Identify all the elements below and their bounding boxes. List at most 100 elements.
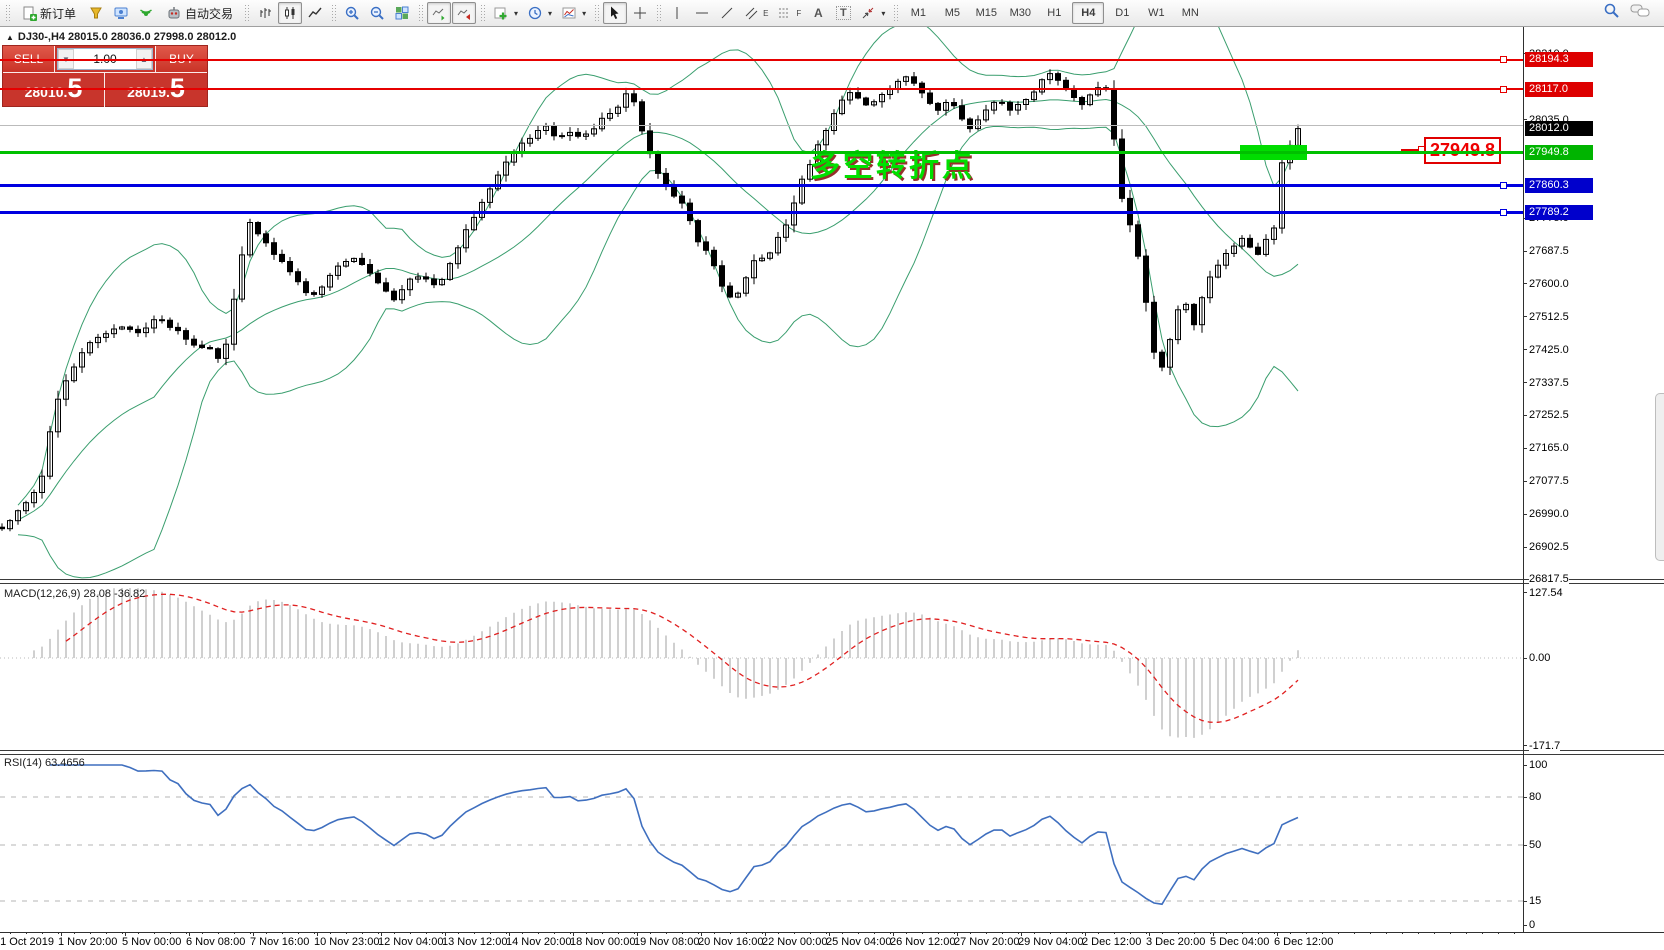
level-line-27789.2[interactable] (0, 211, 1523, 215)
text-label-button[interactable]: T (831, 2, 855, 24)
time-tick-minor (10, 932, 11, 934)
market-button[interactable] (84, 2, 108, 24)
rsi-tick-label: 15 (1529, 895, 1542, 907)
timeframe-button-h4[interactable]: H4 (1072, 2, 1105, 24)
level-handle[interactable] (1500, 182, 1507, 190)
timeframe-button-w1[interactable]: W1 (1148, 7, 1165, 19)
time-tick-minor (458, 932, 459, 934)
time-tick-minor (26, 932, 27, 934)
autotrade-button[interactable]: 自动交易 (159, 2, 240, 24)
time-tick-minor (1050, 932, 1051, 934)
toolbar-grip[interactable] (893, 4, 899, 22)
chart-annotation-text[interactable]: 多空转折点 (810, 150, 975, 183)
toolbar-grip[interactable] (594, 4, 600, 22)
toolbar-grip[interactable] (244, 4, 250, 22)
time-tick-minor (1242, 932, 1243, 934)
collapse-triangle-icon[interactable]: ▲ (6, 33, 14, 42)
templates-button[interactable] (557, 2, 590, 24)
new-order-icon (21, 5, 37, 21)
time-tick-minor (1066, 932, 1067, 934)
time-tick-minor (1466, 932, 1467, 934)
chat-icon[interactable] (1630, 3, 1650, 24)
time-tick-minor (730, 932, 731, 934)
toolbar-grip[interactable] (5, 4, 10, 22)
fibonacci-button[interactable]: F (773, 2, 805, 24)
trendline-button[interactable] (715, 2, 739, 24)
timeframe-button-m1[interactable]: M1 (910, 7, 926, 19)
horizontal-line-icon (694, 5, 710, 21)
vertical-line-button[interactable] (665, 2, 689, 24)
timeframe-button-m5[interactable]: M5 (944, 7, 960, 19)
arrows-tool-button[interactable] (856, 2, 889, 24)
timeframe-button-d1[interactable]: D1 (1115, 7, 1130, 19)
panel-splitter[interactable] (0, 750, 1664, 755)
ask-price[interactable]: 28019.5 (105, 73, 207, 107)
candlestick-chart-button[interactable] (278, 2, 303, 24)
text-label-icon: T (835, 6, 851, 20)
toolbar-grip[interactable] (480, 4, 486, 22)
side-panel-tab[interactable] (1655, 393, 1664, 561)
level-handle[interactable] (1500, 209, 1507, 217)
auto-scroll-button[interactable] (427, 2, 452, 24)
time-tick-minor (1274, 932, 1275, 934)
toolbar-grip[interactable] (418, 4, 424, 22)
time-tick-minor (858, 932, 859, 934)
level-line-28194.3[interactable] (0, 58, 1523, 61)
price-chart-canvas[interactable] (0, 27, 1523, 580)
zoom-out-button[interactable] (365, 2, 389, 24)
toolbar-grip[interactable] (656, 4, 662, 22)
rsi-panel-canvas[interactable] (0, 755, 1523, 930)
level-handle[interactable] (1500, 85, 1507, 93)
level-handle[interactable] (1500, 56, 1507, 64)
crosshair-button[interactable] (628, 2, 652, 24)
tile-windows-button[interactable] (390, 2, 414, 24)
timeframe-button-m15[interactable]: M15 (975, 7, 998, 19)
bar-chart-button[interactable] (253, 2, 277, 24)
time-tick-minor (1194, 932, 1195, 934)
time-label: 31 Oct 2019 (0, 936, 54, 948)
time-label: 3 Dec 20:00 (1146, 936, 1206, 948)
cursor-button[interactable] (603, 2, 628, 24)
level-line-27860.3[interactable] (0, 184, 1523, 188)
time-label: 27 Nov 20:00 (954, 936, 1020, 948)
time-tick-minor (1402, 932, 1403, 934)
text-tool-button[interactable]: A (806, 2, 830, 24)
equidistant-channel-button[interactable]: E (740, 2, 772, 24)
indicators-button[interactable] (489, 2, 522, 24)
toolbar-grip[interactable] (331, 4, 337, 22)
panel-splitter[interactable] (0, 579, 1664, 584)
community-icon (113, 5, 129, 21)
price-axis-line (1523, 27, 1524, 932)
time-tick-major (317, 932, 318, 936)
arrows-icon (860, 5, 876, 21)
time-tick-major (509, 932, 510, 936)
bid-price[interactable]: 28010.5 (3, 73, 105, 107)
price-tick-dash (1523, 349, 1527, 351)
chart-shift-button[interactable] (452, 2, 477, 24)
timeframe-button-h1[interactable]: H1 (1047, 7, 1062, 19)
community-button[interactable] (109, 2, 133, 24)
price-tick-label: 27337.5 (1529, 376, 1569, 389)
price-callout[interactable]: 27949.8 (1424, 137, 1501, 164)
periods-button[interactable] (523, 2, 556, 24)
search-icon[interactable] (1603, 2, 1620, 24)
time-tick-minor (922, 932, 923, 934)
price-badge-28117.0: 28117.0 (1525, 81, 1593, 97)
zoom-in-button[interactable] (340, 2, 364, 24)
time-tick-minor (698, 932, 699, 934)
macd-histogram (33, 588, 1299, 738)
timeframe-button-m30[interactable]: M30 (1009, 7, 1032, 19)
macd-panel-canvas[interactable] (0, 584, 1523, 750)
level-line-27949.8[interactable] (0, 150, 1523, 154)
time-tick-minor (154, 932, 155, 934)
signals-button[interactable] (134, 2, 158, 24)
macd-tick-label: -171.7 (1529, 739, 1561, 752)
symbol-info-line: ▲ DJ30-,H4 28015.0 28036.0 27998.0 28012.… (6, 31, 236, 43)
horizontal-line-button[interactable] (690, 2, 714, 24)
timeframe-button-mn[interactable]: MN (1181, 7, 1199, 19)
ask-point: . (166, 84, 170, 100)
level-line-28019.5[interactable] (0, 125, 1523, 127)
level-line-28117[interactable] (0, 88, 1523, 90)
line-chart-button[interactable] (303, 2, 327, 24)
new-order-button[interactable]: 新订单 (14, 2, 83, 24)
